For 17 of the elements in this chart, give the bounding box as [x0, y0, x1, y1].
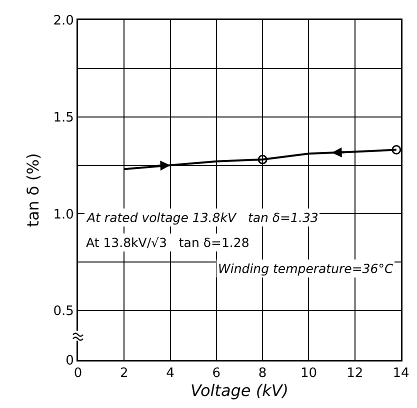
x-tick-label: 10 — [300, 366, 317, 382]
y-tick-label: 0 — [66, 354, 74, 369]
y-tick-label: 1.5 — [53, 110, 74, 126]
x-tick-label: 4 — [166, 366, 174, 382]
x-tick-label: 14 — [392, 366, 410, 382]
x-tick-label: 6 — [212, 366, 221, 382]
x-tick-label: 12 — [346, 366, 364, 382]
x-tick-label: 2 — [120, 366, 128, 382]
annotation: At rated voltage 13.8kV tan δ=1.33 — [86, 210, 318, 225]
x-tick-label: 8 — [258, 366, 267, 382]
annotation: Winding temperature=36°C — [218, 261, 394, 276]
annotation: At 13.8kV/√3 tan δ=1.28 — [86, 235, 250, 250]
x-axis-title: Voltage (kV) — [190, 381, 289, 400]
y-tick-label: 2.0 — [53, 14, 74, 29]
y-tick-label: 1.0 — [53, 207, 74, 222]
y-tick-label: 0.5 — [53, 304, 74, 320]
y-axis-title: tan δ (%) — [23, 153, 42, 227]
